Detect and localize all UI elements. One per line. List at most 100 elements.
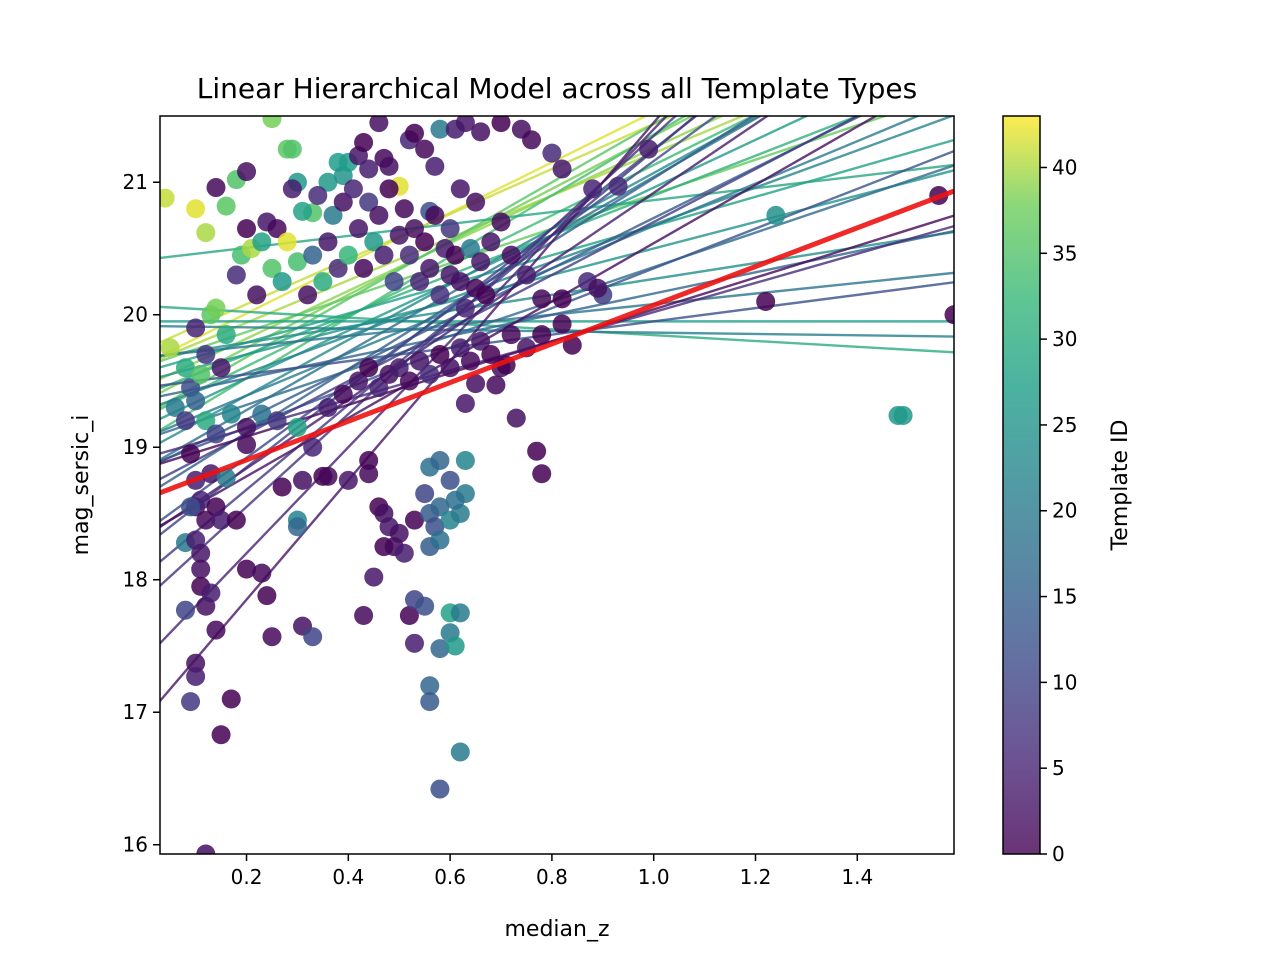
data-point xyxy=(455,116,475,133)
data-point xyxy=(532,325,552,345)
y-tick-label: 18 xyxy=(123,568,148,592)
x-tick-label: 0.4 xyxy=(332,865,364,889)
data-point xyxy=(369,378,389,398)
data-point xyxy=(379,156,399,176)
data-point xyxy=(430,344,450,364)
data-point xyxy=(506,408,526,428)
data-point xyxy=(226,510,246,530)
data-point xyxy=(313,272,333,292)
template-fit-line xyxy=(160,116,756,488)
data-point xyxy=(440,470,460,490)
data-point xyxy=(440,358,460,378)
y-axis-label: mag_sersic_i xyxy=(69,415,94,556)
template-fit-line xyxy=(160,138,954,369)
data-point xyxy=(420,258,440,278)
data-point xyxy=(237,417,257,437)
data-point xyxy=(196,411,216,431)
data-point xyxy=(420,364,440,384)
data-point xyxy=(455,394,475,414)
data-point xyxy=(364,232,384,252)
template-fit-line xyxy=(160,116,860,481)
data-point xyxy=(756,291,776,311)
data-point xyxy=(349,371,368,391)
data-point xyxy=(420,692,440,712)
data-point xyxy=(501,325,521,345)
data-point xyxy=(175,600,195,620)
data-point xyxy=(445,636,465,656)
colorbar-tick-label: 5 xyxy=(1052,756,1065,780)
data-point xyxy=(460,351,480,371)
data-point xyxy=(237,559,257,579)
data-point xyxy=(333,192,353,212)
data-point xyxy=(430,639,450,659)
template-fit-line xyxy=(160,116,661,702)
data-point xyxy=(359,464,379,484)
y-tick-label: 16 xyxy=(123,833,148,857)
data-point xyxy=(160,188,175,208)
data-point xyxy=(415,484,435,504)
data-point xyxy=(201,583,221,603)
data-point xyxy=(440,219,460,239)
data-point xyxy=(359,358,379,378)
data-point xyxy=(552,314,572,334)
template-fit-line xyxy=(160,116,695,394)
data-point xyxy=(481,232,501,252)
data-point xyxy=(369,116,389,133)
data-point xyxy=(186,199,206,219)
data-point xyxy=(318,172,338,192)
data-point xyxy=(191,559,211,579)
data-point xyxy=(404,633,424,653)
data-point xyxy=(221,689,241,709)
data-point xyxy=(328,258,348,278)
data-point xyxy=(466,374,486,394)
x-tick-label: 0.6 xyxy=(434,865,466,889)
y-tick-label: 17 xyxy=(123,700,148,724)
data-point xyxy=(583,179,603,199)
data-point xyxy=(338,470,358,490)
chart-title: Linear Hierarchical Model across all Tem… xyxy=(197,72,918,105)
data-point xyxy=(318,397,338,417)
data-point xyxy=(216,196,236,216)
colorbar-tick-label: 30 xyxy=(1052,327,1077,351)
data-point xyxy=(389,523,409,543)
data-point xyxy=(318,232,338,252)
data-point xyxy=(359,159,379,179)
data-point xyxy=(252,404,272,424)
data-point xyxy=(394,199,414,219)
data-point xyxy=(257,586,277,606)
data-point xyxy=(247,285,267,305)
data-point xyxy=(639,139,659,159)
template-fit-line xyxy=(160,116,688,432)
data-point xyxy=(308,185,328,205)
data-point xyxy=(501,245,521,265)
data-point xyxy=(394,543,414,563)
data-point xyxy=(430,119,450,139)
data-point xyxy=(338,245,358,265)
data-point xyxy=(399,245,419,265)
data-point xyxy=(430,450,450,470)
data-point xyxy=(516,265,536,285)
data-point xyxy=(237,435,257,455)
data-point xyxy=(471,122,491,142)
data-point xyxy=(766,205,786,225)
colorbar-tick-label: 0 xyxy=(1052,842,1065,866)
data-point xyxy=(287,517,307,537)
data-point xyxy=(293,201,313,221)
data-point xyxy=(522,130,542,150)
data-point xyxy=(588,278,608,298)
data-point xyxy=(303,437,323,457)
data-point xyxy=(491,116,511,133)
data-point xyxy=(354,258,374,278)
x-tick-label: 0.8 xyxy=(536,865,568,889)
data-point xyxy=(160,338,180,358)
data-point xyxy=(420,676,440,696)
data-point xyxy=(277,232,297,252)
data-point xyxy=(404,510,424,530)
data-point xyxy=(369,205,389,225)
data-point xyxy=(211,725,231,745)
x-tick-label: 0.2 xyxy=(231,865,263,889)
data-point xyxy=(415,232,435,252)
data-point xyxy=(181,444,201,464)
data-point xyxy=(216,468,236,488)
